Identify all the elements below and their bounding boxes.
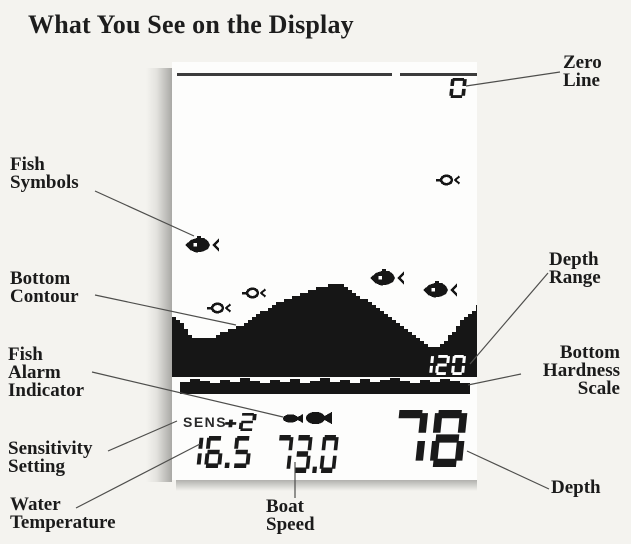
- label-depth-range: Depth Range: [549, 249, 601, 288]
- label-depth: Depth: [551, 477, 601, 498]
- fishfinder-display: SENS: [172, 62, 477, 480]
- label-water-temperature: Water Temperature: [10, 494, 116, 533]
- zero-line-segment: [400, 73, 477, 76]
- label-sensitivity-setting: Sensitivity Setting: [8, 438, 93, 477]
- fish-alarm-icon: [306, 411, 332, 425]
- depth-value: [390, 410, 470, 467]
- label-zero-line: Zero Line: [563, 52, 602, 91]
- display-shadow-bottom: [176, 480, 477, 491]
- fish-symbol-icon: [370, 269, 404, 286]
- bottom-hardness-bar: [180, 378, 470, 394]
- callout-zero-line: [465, 71, 561, 87]
- label-fish-symbols: Fish Symbols: [10, 154, 79, 193]
- page-title: What You See on the Display: [28, 10, 354, 39]
- label-fish-alarm-indicator: Fish Alarm Indicator: [8, 344, 84, 401]
- zero-line-segment: [177, 73, 392, 76]
- display-shadow-left: [146, 68, 172, 482]
- callout-depth: [466, 450, 550, 490]
- fish-symbol-icon: [185, 236, 219, 253]
- zero-line-digit: [449, 78, 468, 98]
- bottom-contour-shape: [172, 284, 477, 377]
- fish-symbol-icon: [207, 302, 231, 314]
- fish-symbol-icon: [436, 174, 460, 186]
- water-temperature-value: [183, 436, 253, 468]
- fish-symbol-icon: [242, 287, 266, 299]
- fish-alarm-icon: [283, 414, 303, 423]
- sensitivity-value: [224, 413, 258, 431]
- label-bottom-hardness-scale: Bottom Hardness Scale: [542, 342, 620, 399]
- sens-label: SENS: [183, 414, 228, 430]
- label-boat-speed: Boat Speed: [266, 496, 315, 535]
- fish-symbol-icon: [423, 281, 457, 298]
- label-bottom-contour: Bottom Contour: [10, 268, 79, 307]
- boat-speed-value: [274, 435, 340, 473]
- depth-range-value: [419, 355, 467, 375]
